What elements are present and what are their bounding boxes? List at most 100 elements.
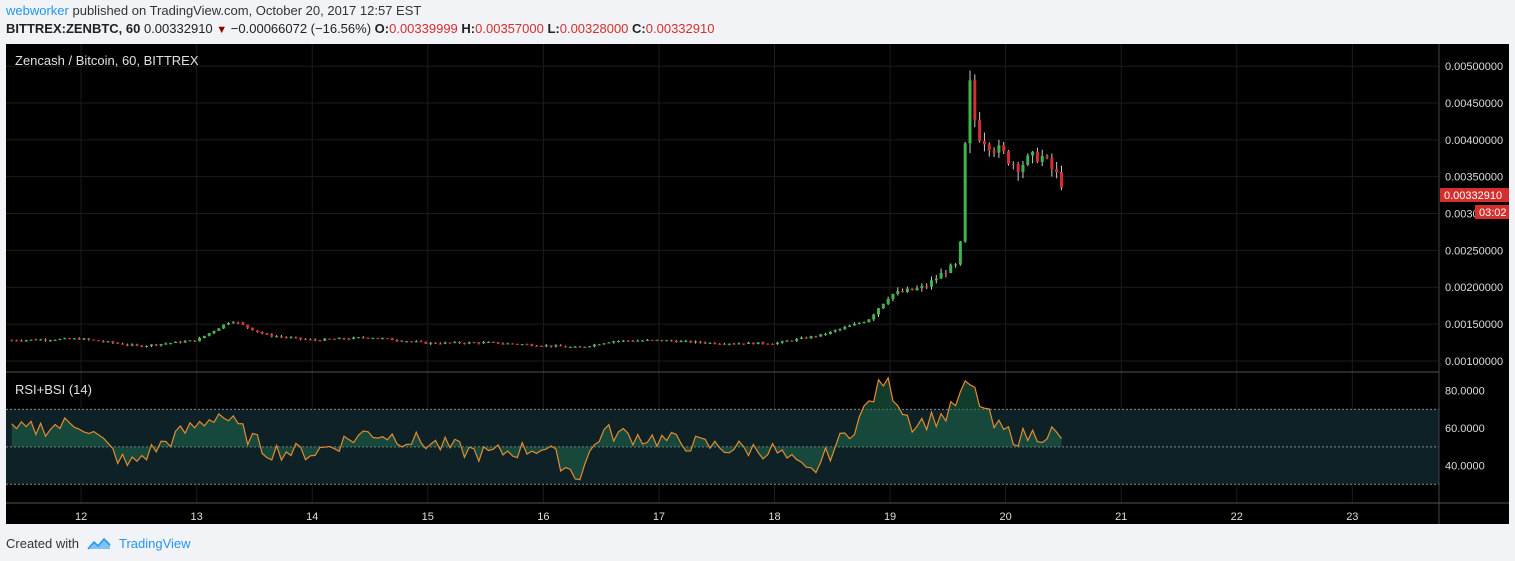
candle-body xyxy=(891,293,895,299)
candle-body xyxy=(477,342,481,344)
candle-body xyxy=(824,333,828,335)
candle-body xyxy=(145,345,149,347)
candle-body xyxy=(328,338,332,340)
candle-body xyxy=(434,342,438,344)
tradingview-link[interactable]: TradingView xyxy=(118,536,191,551)
rsi-tick-label: 80.0000 xyxy=(1445,386,1485,398)
candle-body xyxy=(833,330,837,332)
candle-body xyxy=(592,344,596,347)
candle-body xyxy=(780,341,784,343)
candle-body xyxy=(578,346,582,348)
time-tick-label: 12 xyxy=(75,511,87,523)
candle-body xyxy=(616,341,620,343)
candle-body xyxy=(530,344,534,346)
candle-body xyxy=(650,339,654,341)
price-change: −0.00066072 (−16.56%) xyxy=(230,21,372,36)
candle-body xyxy=(241,322,245,325)
candle-body xyxy=(877,308,881,315)
candle-body xyxy=(193,340,197,342)
candle-body xyxy=(125,344,129,346)
candle-body xyxy=(178,341,182,343)
candle-body xyxy=(881,303,885,309)
candle-body xyxy=(390,338,394,341)
candle-body xyxy=(588,346,592,348)
candle-body xyxy=(573,346,577,348)
rsi-line xyxy=(11,376,1062,481)
ohlc-line: BITTREX:ZENBTC, 60 0.00332910 ▼ −0.00066… xyxy=(6,21,714,36)
candle-body xyxy=(756,342,760,345)
candle-body xyxy=(790,340,794,342)
candle-body xyxy=(992,150,996,153)
candle-body xyxy=(438,343,442,345)
candle-body xyxy=(867,319,871,323)
candle-body xyxy=(154,344,158,346)
candle-body xyxy=(255,330,259,332)
candle-body xyxy=(934,278,938,281)
published-text: published on TradingView.com, October 20… xyxy=(72,3,422,18)
candle-body xyxy=(82,338,86,340)
low-value: 0.00328000 xyxy=(559,21,629,36)
candle-body xyxy=(15,340,19,342)
candle-body xyxy=(771,343,775,345)
candle-body xyxy=(660,339,664,341)
candle-body xyxy=(231,322,235,324)
candle-body xyxy=(424,341,428,344)
candle-body xyxy=(419,341,423,343)
candle-body xyxy=(665,340,669,342)
author-link[interactable]: webworker xyxy=(6,3,69,18)
candle-body xyxy=(689,340,693,343)
candle-body xyxy=(92,339,96,341)
time-tick-label: 19 xyxy=(884,511,896,523)
candle-body xyxy=(597,344,601,346)
candle-body xyxy=(409,341,413,343)
candle-body xyxy=(308,339,312,341)
candle-body xyxy=(929,280,933,287)
candle-body xyxy=(101,341,105,343)
candle-body xyxy=(289,337,293,339)
candle-body xyxy=(260,331,264,334)
candle-body xyxy=(96,340,100,342)
chart-canvas[interactable]: 0.00500000 0.00450000 0.00400000 0.00350000… xyxy=(6,44,1509,524)
candle-body xyxy=(1045,155,1049,158)
candle-body xyxy=(448,342,452,344)
last-price: 0.00332910 xyxy=(143,21,213,36)
candle-body xyxy=(539,346,543,348)
candle-body xyxy=(284,336,288,338)
down-arrow-icon: ▼ xyxy=(216,24,228,36)
candle-body xyxy=(694,341,698,343)
candle-body xyxy=(862,322,866,324)
candle-body xyxy=(337,338,341,340)
price-series xyxy=(10,70,1063,348)
time-tick-label: 17 xyxy=(653,511,665,523)
candle-body xyxy=(385,338,389,340)
candle-body xyxy=(703,342,707,344)
candle-body xyxy=(982,140,986,145)
candle-body xyxy=(857,322,861,324)
candle-body xyxy=(1021,164,1025,172)
candle-body xyxy=(645,339,649,341)
candle-body xyxy=(246,324,250,328)
candle-body xyxy=(920,286,924,289)
candle-body xyxy=(39,339,43,341)
candle-body xyxy=(901,291,905,293)
time-axis[interactable]: 12 13 14 15 16 17 18 19 20 21 22 23 xyxy=(75,511,1358,523)
candle-body xyxy=(838,328,842,331)
candle-body xyxy=(72,338,76,340)
candle-body xyxy=(352,337,356,339)
candle-body xyxy=(761,342,765,344)
candle-body xyxy=(24,340,28,342)
candle-body xyxy=(708,342,712,344)
candle-body xyxy=(135,344,139,346)
candle-body xyxy=(564,346,568,348)
candle-body xyxy=(684,340,688,342)
candle-body xyxy=(188,340,192,342)
candle-body xyxy=(217,328,221,331)
candle-body xyxy=(742,343,746,345)
candle-body xyxy=(549,345,553,347)
candle-body xyxy=(766,343,770,345)
candle-body xyxy=(958,241,962,265)
candle-body xyxy=(1026,155,1030,165)
candle-body xyxy=(621,340,625,342)
candle-body xyxy=(68,338,72,340)
candle-body xyxy=(58,338,62,340)
